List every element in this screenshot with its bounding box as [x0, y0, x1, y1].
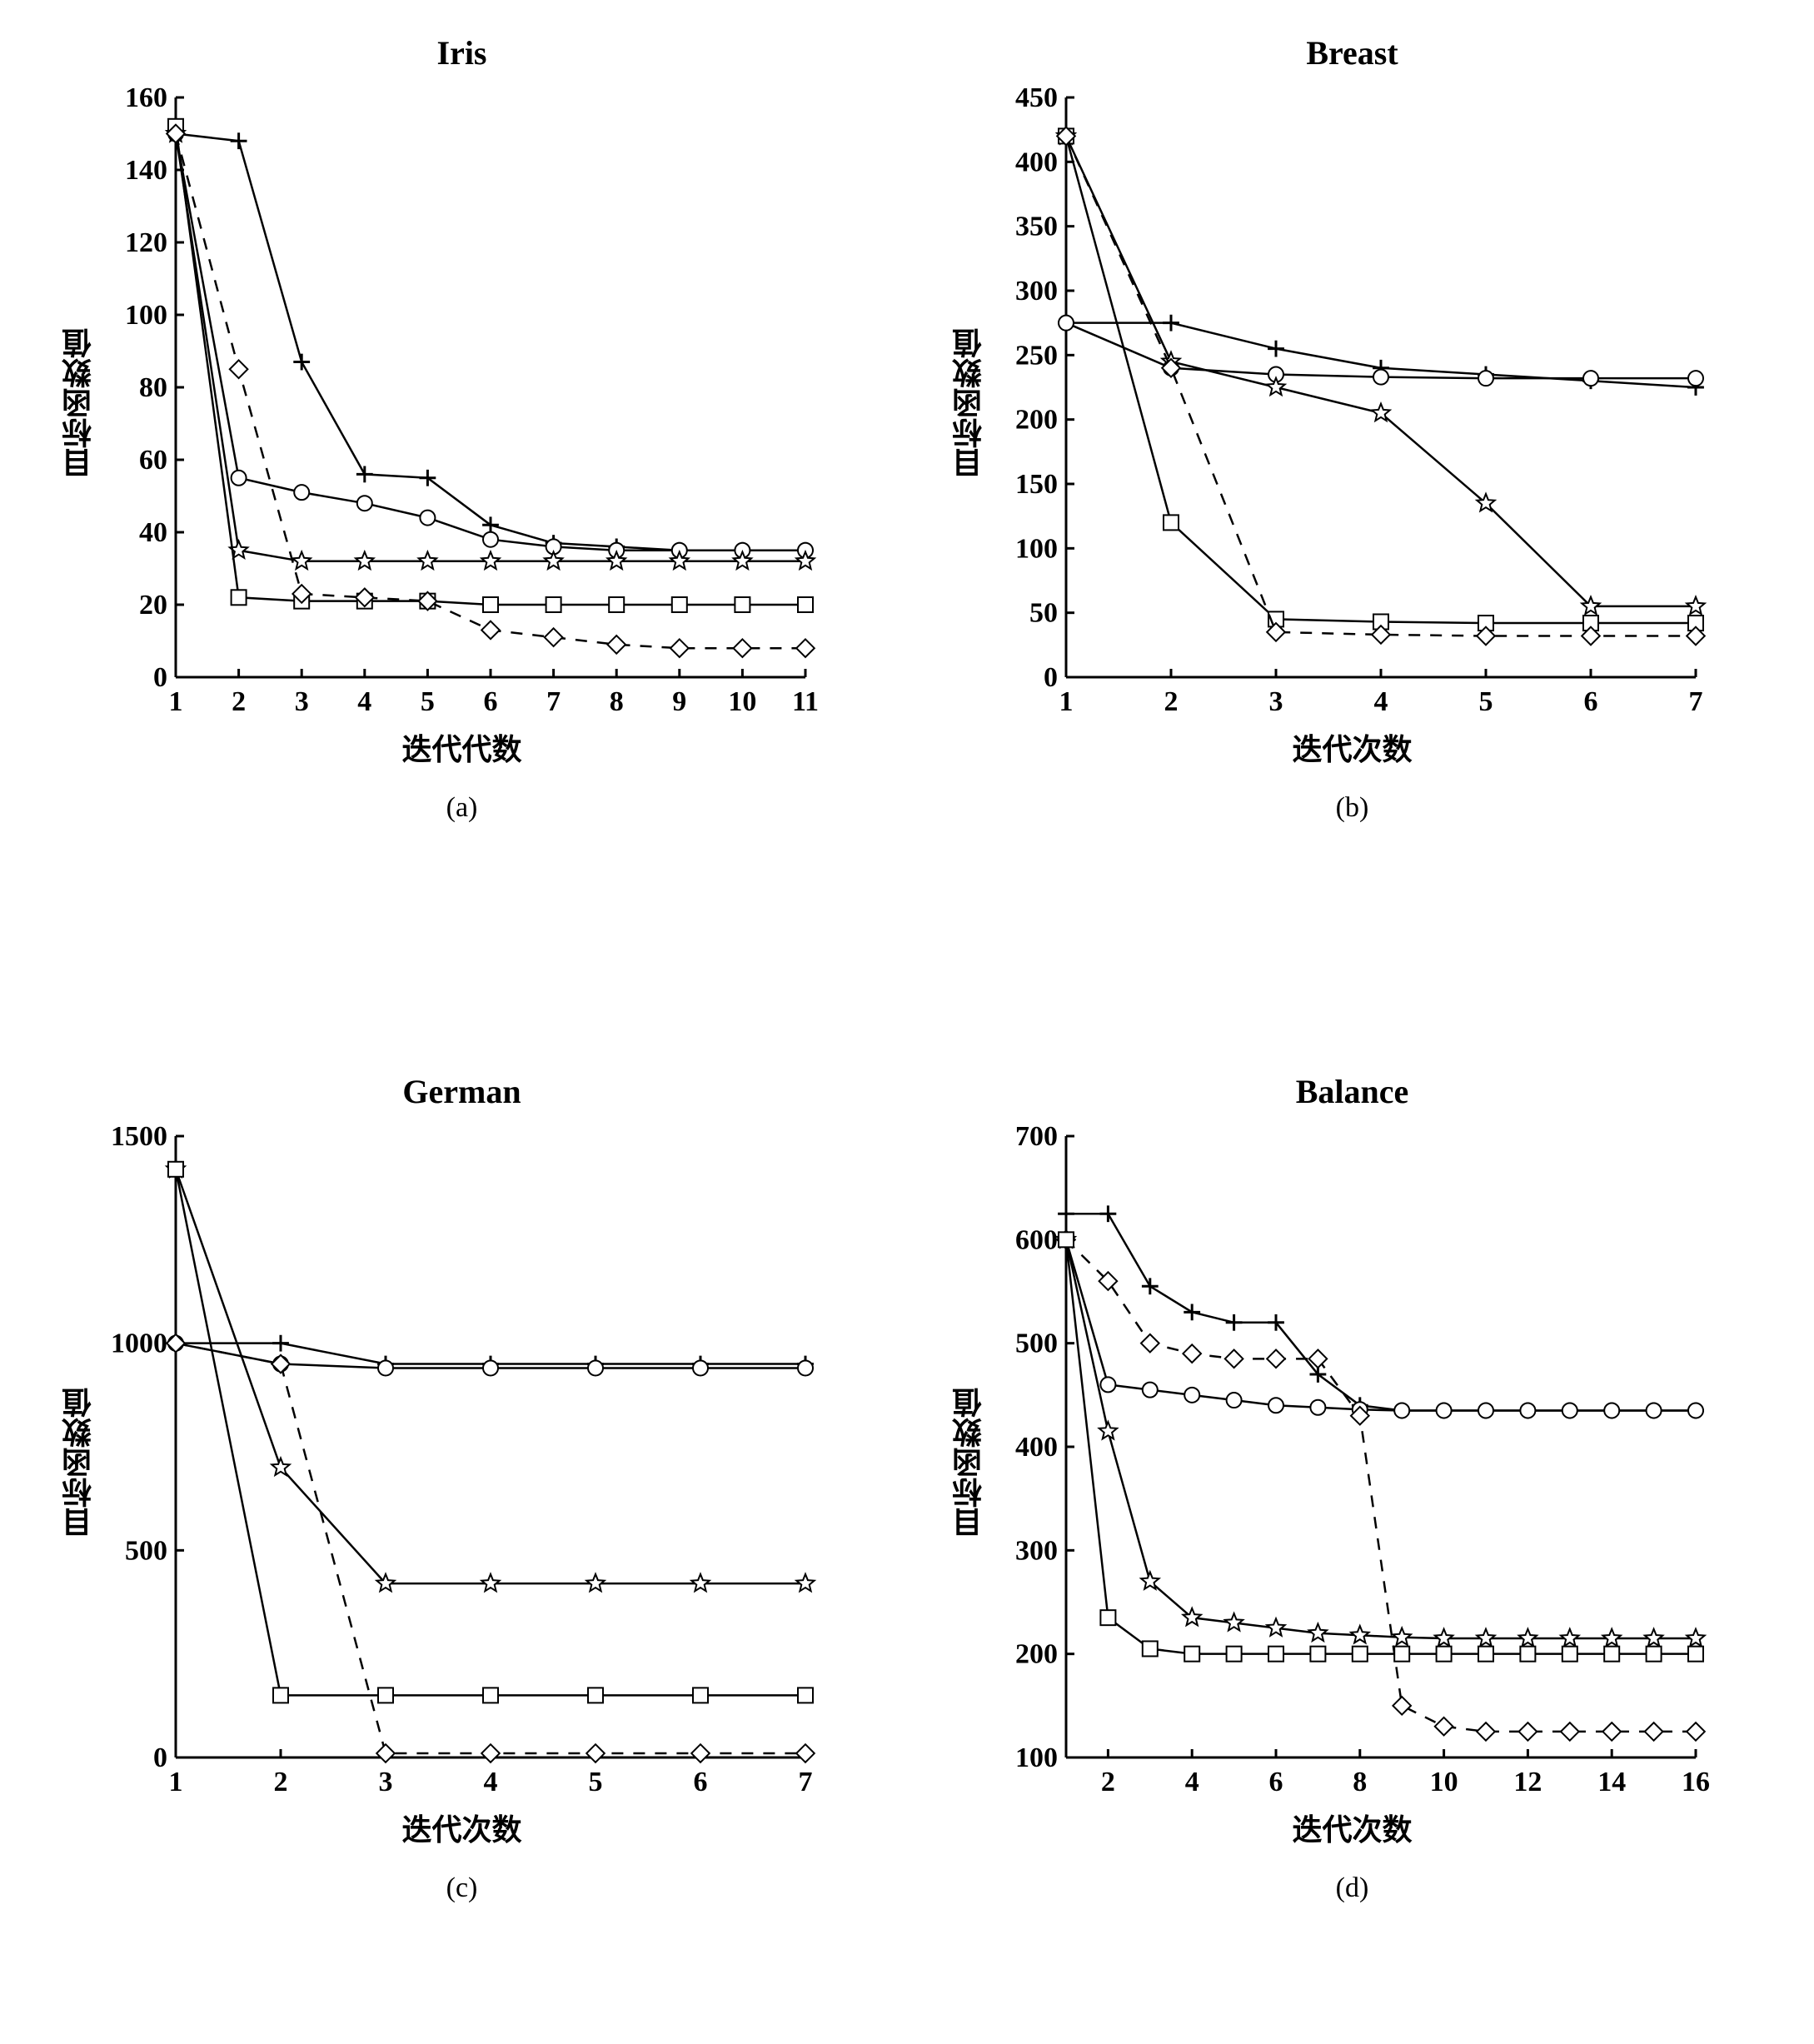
svg-text:350: 350 [1015, 212, 1058, 242]
svg-text:10: 10 [1429, 1767, 1458, 1797]
svg-text:1500: 1500 [111, 1121, 167, 1152]
svg-text:2: 2 [1164, 686, 1178, 717]
sublabel-breast: (b) [1336, 792, 1369, 824]
svg-text:6: 6 [1268, 1767, 1283, 1797]
ylabel-balance: 目标函数值 [948, 1388, 991, 1538]
svg-text:300: 300 [1015, 1535, 1058, 1566]
chart-german: 0 500 1000 1500 1 2 3 4 5 6 7 [104, 1121, 820, 1804]
svg-text:150: 150 [1015, 469, 1058, 500]
ylabel-iris: 目标函数值 [57, 328, 101, 478]
svg-text:300: 300 [1015, 276, 1058, 307]
svg-text:1000: 1000 [111, 1329, 167, 1359]
svg-text:200: 200 [1015, 405, 1058, 436]
svg-text:100: 100 [1015, 533, 1058, 564]
svg-text:1: 1 [168, 686, 182, 717]
svg-text:50: 50 [1029, 598, 1058, 629]
svg-text:500: 500 [125, 1535, 167, 1566]
svg-text:5: 5 [588, 1767, 602, 1797]
svg-text:160: 160 [125, 82, 167, 113]
sublabel-iris: (a) [446, 792, 478, 824]
svg-text:400: 400 [1015, 147, 1058, 177]
xlabel-german: 迭代次数 [401, 1806, 521, 1849]
title-breast: Breast [1306, 33, 1398, 72]
ylabel-german: 目标函数值 [57, 1388, 101, 1538]
ylabel-breast: 目标函数值 [948, 328, 991, 478]
chart-iris: 0 20 40 60 80 100 120 140 160 1 2 3 4 5 6 7 8 9 10 11 [104, 82, 820, 724]
svg-text:100: 100 [125, 300, 167, 331]
svg-text:500: 500 [1015, 1329, 1058, 1359]
sublabel-german: (c) [446, 1872, 478, 1904]
svg-text:7: 7 [546, 686, 561, 717]
title-iris: Iris [437, 33, 487, 72]
svg-text:2: 2 [232, 686, 246, 717]
svg-text:4: 4 [357, 686, 371, 717]
svg-text:5: 5 [420, 686, 434, 717]
svg-text:20: 20 [139, 590, 167, 621]
svg-text:0: 0 [153, 662, 167, 693]
svg-text:1: 1 [168, 1767, 182, 1797]
svg-text:14: 14 [1597, 1767, 1626, 1797]
svg-text:2: 2 [273, 1767, 287, 1797]
svg-text:3: 3 [294, 686, 308, 717]
svg-text:16: 16 [1682, 1767, 1710, 1797]
title-german: German [402, 1072, 521, 1111]
svg-text:4: 4 [1373, 686, 1388, 717]
panel-german: German 目标函数值 0 500 1000 1500 1 2 3 4 5 6 7 迭代次数 (c… [50, 1072, 874, 2011]
svg-text:8: 8 [1353, 1767, 1367, 1797]
svg-text:40: 40 [139, 517, 167, 548]
svg-text:120: 120 [125, 227, 167, 258]
chart-balance: 100 200 300 400 500 600 700 2 4 6 8 10 12 14 16 [994, 1121, 1711, 1804]
svg-text:140: 140 [125, 155, 167, 186]
svg-text:4: 4 [483, 1767, 497, 1797]
svg-text:200: 200 [1015, 1639, 1058, 1670]
sublabel-balance: (d) [1336, 1872, 1369, 1904]
svg-text:60: 60 [139, 445, 167, 476]
xlabel-breast: 迭代次数 [1292, 725, 1412, 769]
svg-text:11: 11 [791, 686, 818, 717]
svg-text:100: 100 [1015, 1742, 1058, 1773]
svg-text:5: 5 [1478, 686, 1493, 717]
panel-iris: Iris 目标函数值 0 20 40 60 80 100 120 140 160 1 2 3 4 5 6 7 8… [50, 33, 874, 972]
svg-text:2: 2 [1100, 1767, 1114, 1797]
svg-text:6: 6 [693, 1767, 707, 1797]
svg-text:0: 0 [153, 1742, 167, 1773]
svg-text:12: 12 [1513, 1767, 1542, 1797]
svg-text:6: 6 [1583, 686, 1597, 717]
panel-balance: Balance 目标函数值 10020030040050060070024681… [940, 1072, 1764, 2011]
svg-text:8: 8 [609, 686, 623, 717]
panel-breast: Breast 目标函数值 050100150200250300350400450… [940, 33, 1764, 972]
svg-text:80: 80 [139, 372, 167, 403]
xlabel-iris: 迭代代数 [401, 725, 521, 769]
svg-text:250: 250 [1015, 340, 1058, 371]
svg-text:9: 9 [672, 686, 686, 717]
svg-text:1: 1 [1059, 686, 1073, 717]
title-balance: Balance [1296, 1072, 1409, 1111]
svg-text:3: 3 [1268, 686, 1283, 717]
chart-breast: 0 50 100 150 200 250 300 350 400 450 1 2 3 4 5 6 7 [994, 82, 1711, 724]
svg-text:600: 600 [1015, 1224, 1058, 1255]
svg-text:400: 400 [1015, 1432, 1058, 1463]
svg-text:7: 7 [1688, 686, 1702, 717]
svg-text:450: 450 [1015, 82, 1058, 113]
chart-grid: Iris 目标函数值 02040608010012014016012345678… [0, 0, 1814, 2044]
svg-text:10: 10 [728, 686, 756, 717]
svg-text:3: 3 [378, 1767, 392, 1797]
svg-text:7: 7 [798, 1767, 812, 1797]
svg-text:6: 6 [483, 686, 497, 717]
svg-text:4: 4 [1184, 1767, 1199, 1797]
svg-text:700: 700 [1015, 1121, 1058, 1152]
xlabel-balance: 迭代次数 [1292, 1806, 1412, 1849]
svg-text:0: 0 [1044, 662, 1058, 693]
